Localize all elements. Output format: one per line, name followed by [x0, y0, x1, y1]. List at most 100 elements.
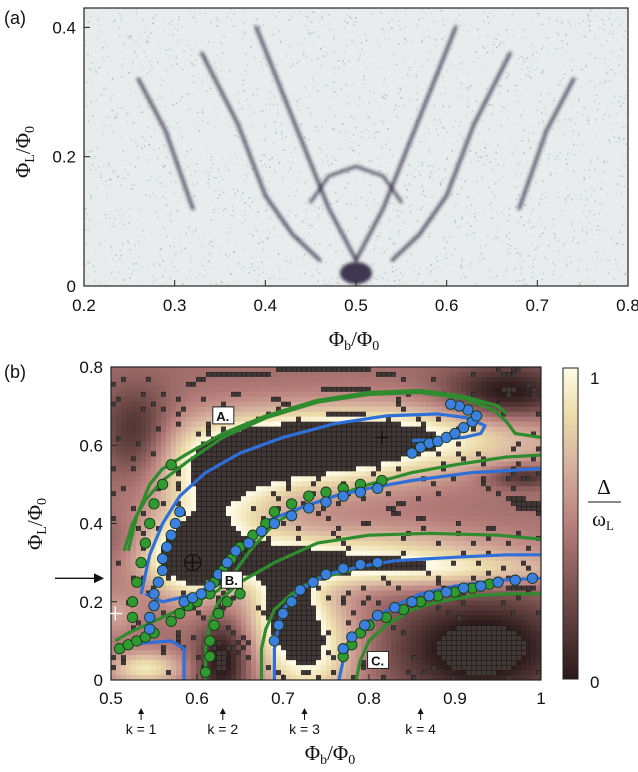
- noise-grain: [170, 93, 173, 95]
- noise-grain: [594, 251, 597, 254]
- heatmap-cell: [166, 401, 172, 408]
- heatmap-cell: [286, 620, 292, 626]
- heatmap-cell: [116, 620, 122, 626]
- heatmap-cell: [251, 436, 257, 443]
- noise-grain: [202, 165, 204, 168]
- noise-grain: [193, 17, 196, 19]
- heatmap-cell: [206, 391, 212, 398]
- heatmap-cell: [296, 406, 302, 413]
- heatmap-cell: [246, 640, 252, 646]
- noise-grain: [222, 209, 225, 212]
- noise-grain: [563, 73, 566, 75]
- noise-grain: [90, 69, 92, 72]
- noise-grain: [111, 109, 113, 112]
- noise-grain: [332, 87, 334, 90]
- noise-grain: [599, 234, 601, 237]
- noise-grain: [101, 131, 104, 134]
- noise-grain: [488, 128, 490, 130]
- noise-grain: [210, 262, 213, 265]
- heatmap-cell: [201, 376, 207, 383]
- noise-grain: [244, 202, 246, 204]
- noise-grain: [263, 153, 266, 156]
- noise-grain: [444, 92, 447, 95]
- heatmap-cell: [221, 396, 227, 403]
- noise-grain: [370, 111, 373, 114]
- noise-grain: [172, 127, 175, 129]
- heatmap-cell: [151, 525, 157, 532]
- heatmap-cell: [171, 401, 177, 408]
- noise-grain: [280, 131, 283, 133]
- noise-grain: [298, 109, 301, 111]
- noise-grain: [498, 45, 501, 47]
- noise-grain: [620, 192, 622, 195]
- noise-grain: [479, 260, 482, 262]
- heatmap-cell: [181, 446, 187, 453]
- heatmap-cell: [191, 426, 197, 433]
- noise-grain: [421, 185, 424, 188]
- heatmap-cell: [201, 511, 207, 517]
- noise-grain: [389, 148, 392, 151]
- noise-grain: [173, 266, 176, 268]
- noise-grain: [212, 211, 215, 213]
- noise-grain: [535, 68, 538, 70]
- noise-grain: [316, 268, 318, 271]
- heatmap-cell: [116, 501, 122, 507]
- heatmap-cell: [216, 376, 222, 383]
- noise-grain: [541, 79, 544, 82]
- noise-grain: [452, 126, 455, 129]
- heatmap-cell: [201, 431, 207, 438]
- heatmap-cell: [156, 550, 162, 557]
- noise-grain: [371, 263, 374, 265]
- heatmap-cell: [221, 650, 227, 656]
- noise-grain: [588, 176, 591, 179]
- heatmap-cell: [251, 476, 257, 482]
- noise-grain: [136, 40, 138, 42]
- heatmap-cell: [146, 496, 152, 502]
- noise-grain: [130, 139, 133, 141]
- heatmap-cell: [221, 521, 227, 527]
- heatmap-cell: [186, 555, 192, 562]
- noise-grain: [578, 98, 580, 100]
- heatmap-cell: [251, 411, 257, 418]
- noise-grain: [332, 81, 335, 83]
- noise-grain: [415, 28, 418, 30]
- noise-grain: [333, 91, 336, 93]
- noise-grain: [295, 136, 298, 138]
- noise-grain: [394, 104, 397, 106]
- heatmap-cell: [151, 367, 157, 373]
- heatmap-cell: [136, 386, 142, 393]
- noise-grain: [411, 145, 414, 148]
- heatmap-cell: [151, 451, 157, 458]
- heatmap-cell: [191, 511, 197, 517]
- heatmap-cell: [186, 511, 192, 517]
- heatmap-cell: [266, 446, 272, 453]
- noise-grain: [625, 69, 628, 71]
- noise-grain: [523, 152, 525, 155]
- heatmap-cell: [171, 436, 177, 443]
- noise-grain: [296, 180, 298, 183]
- heatmap-cell: [296, 396, 302, 403]
- heatmap-cell: [166, 580, 172, 587]
- heatmap-cell: [286, 605, 292, 612]
- noise-grain: [430, 170, 433, 173]
- noise-grain: [561, 85, 564, 87]
- heatmap-cell: [116, 431, 122, 438]
- heatmap-cell: [296, 491, 302, 497]
- heatmap-cell: [231, 461, 237, 467]
- noise-grain: [470, 121, 473, 124]
- noise-grain: [337, 111, 340, 114]
- heatmap-cell: [211, 525, 217, 532]
- heatmap-cell: [251, 575, 257, 582]
- noise-grain: [296, 59, 299, 61]
- heatmap-cell: [181, 371, 187, 378]
- noise-grain: [132, 60, 134, 62]
- noise-grain: [455, 203, 457, 205]
- heatmap-cell: [251, 471, 257, 477]
- heatmap-cell: [226, 645, 232, 651]
- heatmap-cell: [156, 466, 162, 472]
- noise-grain: [242, 192, 244, 194]
- heatmap-cell: [196, 516, 202, 522]
- noise-grain: [538, 142, 540, 145]
- noise-grain: [398, 25, 401, 27]
- heatmap-cell: [231, 600, 237, 607]
